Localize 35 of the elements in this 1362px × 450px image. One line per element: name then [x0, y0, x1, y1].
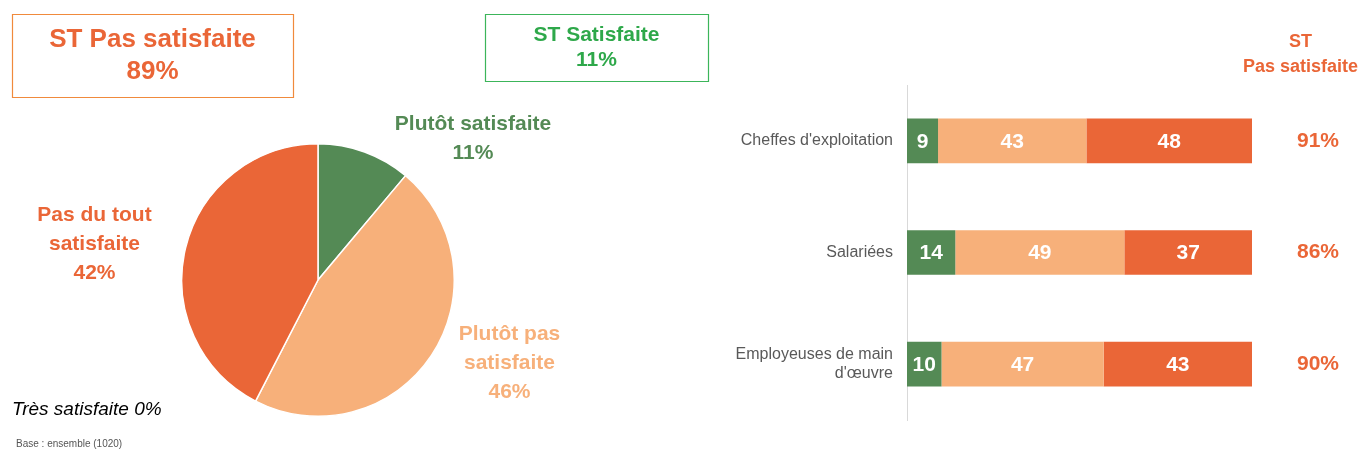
data-label: 14: [919, 240, 944, 264]
y-tick-label: Salariées: [826, 242, 893, 260]
text: ST Satisfaite 11%: [533, 21, 660, 70]
data-label: 46%: [488, 378, 531, 402]
data-label: 43: [1166, 351, 1190, 375]
bar: [907, 118, 939, 164]
data-label: 43: [1000, 128, 1024, 152]
data-label: 42%: [73, 260, 116, 284]
data-label: 49: [1028, 240, 1052, 264]
text: ST Pas satisfaite 89%: [49, 22, 256, 85]
y-tick-label: Cheffes d'exploitation: [740, 131, 893, 149]
data-label: 10: [912, 351, 936, 375]
bar: [1124, 230, 1252, 275]
data-label: 47: [1010, 351, 1035, 375]
text: 86%: [1296, 239, 1340, 263]
slice-label: Plutôt pas satisfaite: [458, 320, 561, 373]
text: 91%: [1296, 127, 1340, 151]
bar: [1103, 341, 1252, 387]
data-label: 37: [1176, 240, 1200, 264]
category-label: Très satisfaite 0%: [12, 398, 162, 420]
bar: [907, 341, 942, 387]
text: ST Pas satisfaite: [1242, 30, 1359, 76]
bar: [955, 230, 1125, 275]
text: Base : ensemble (1020): [16, 437, 123, 449]
bar: [1086, 118, 1252, 164]
slice-label: Pas du tout satisfaite: [37, 202, 152, 255]
y-tick-label: Employeuses de main d'œuvre: [735, 344, 894, 382]
data-label: 9: [916, 128, 929, 152]
data-label: 11%: [452, 140, 494, 164]
bar: [941, 341, 1104, 387]
slice-label: Plutôt satisfaite: [394, 111, 552, 135]
bar: [907, 230, 956, 275]
data-label: 48: [1157, 128, 1182, 152]
text: 90%: [1296, 350, 1340, 374]
bar: [938, 118, 1087, 164]
